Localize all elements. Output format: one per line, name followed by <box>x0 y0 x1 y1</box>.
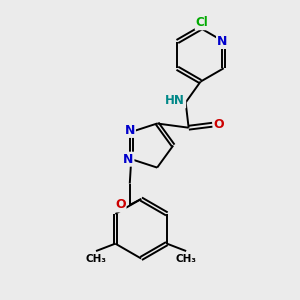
Text: N: N <box>124 124 135 137</box>
Text: Cl: Cl <box>196 16 208 29</box>
Text: O: O <box>115 198 126 212</box>
Text: O: O <box>214 118 224 131</box>
Text: N: N <box>123 153 134 166</box>
Text: CH₃: CH₃ <box>176 254 197 264</box>
Text: HN: HN <box>165 94 185 107</box>
Text: CH₃: CH₃ <box>85 254 106 264</box>
Text: N: N <box>217 35 227 48</box>
